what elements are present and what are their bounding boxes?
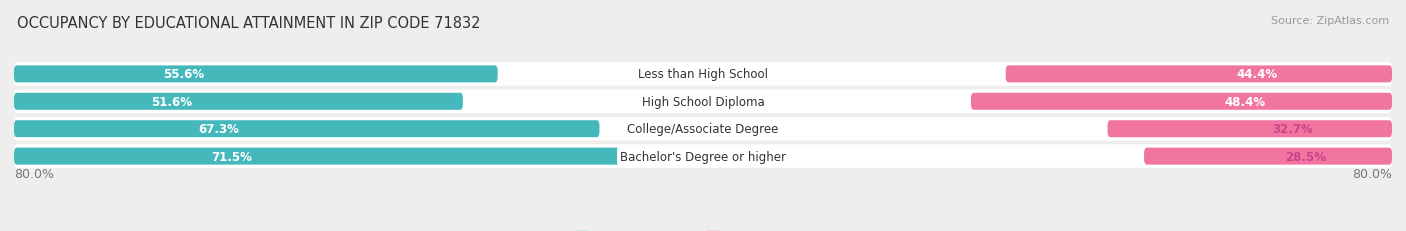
FancyBboxPatch shape [14, 148, 636, 165]
Text: Less than High School: Less than High School [638, 68, 768, 81]
FancyBboxPatch shape [14, 63, 1392, 86]
FancyBboxPatch shape [14, 121, 599, 138]
Text: College/Associate Degree: College/Associate Degree [627, 123, 779, 136]
Text: 71.5%: 71.5% [211, 150, 252, 163]
Text: 28.5%: 28.5% [1285, 150, 1326, 163]
Text: 80.0%: 80.0% [14, 168, 53, 181]
FancyBboxPatch shape [14, 117, 1392, 141]
Text: Bachelor's Degree or higher: Bachelor's Degree or higher [620, 150, 786, 163]
Text: 67.3%: 67.3% [198, 123, 239, 136]
Text: OCCUPANCY BY EDUCATIONAL ATTAINMENT IN ZIP CODE 71832: OCCUPANCY BY EDUCATIONAL ATTAINMENT IN Z… [17, 16, 481, 31]
FancyBboxPatch shape [1144, 148, 1392, 165]
Text: 48.4%: 48.4% [1225, 95, 1265, 108]
Text: 51.6%: 51.6% [150, 95, 191, 108]
Text: 55.6%: 55.6% [163, 68, 204, 81]
FancyBboxPatch shape [1005, 66, 1392, 83]
FancyBboxPatch shape [14, 93, 463, 110]
FancyBboxPatch shape [14, 90, 1392, 114]
Text: 32.7%: 32.7% [1272, 123, 1313, 136]
Text: 44.4%: 44.4% [1236, 68, 1278, 81]
FancyBboxPatch shape [972, 93, 1392, 110]
Text: Source: ZipAtlas.com: Source: ZipAtlas.com [1271, 16, 1389, 26]
FancyBboxPatch shape [1108, 121, 1392, 138]
Text: 80.0%: 80.0% [1353, 168, 1392, 181]
FancyBboxPatch shape [14, 66, 498, 83]
FancyBboxPatch shape [14, 145, 1392, 168]
Text: High School Diploma: High School Diploma [641, 95, 765, 108]
